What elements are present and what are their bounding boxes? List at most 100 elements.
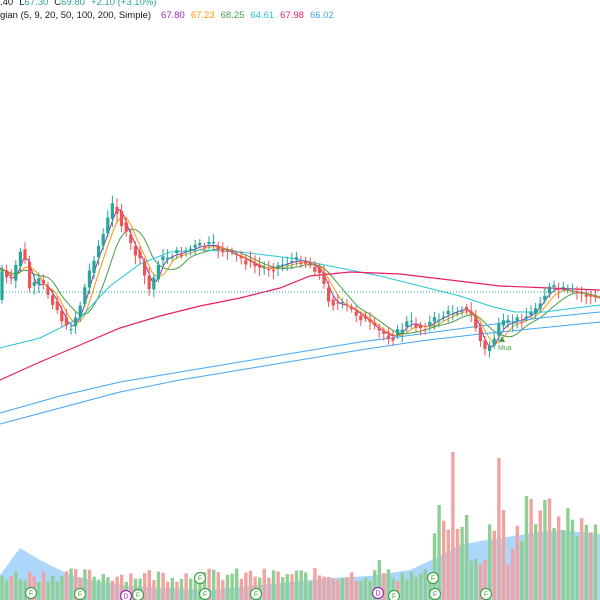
candle-body[interactable] bbox=[478, 327, 482, 341]
candle-body[interactable] bbox=[281, 264, 285, 267]
candle-body[interactable] bbox=[248, 259, 252, 261]
candle-body[interactable] bbox=[405, 321, 409, 327]
candle-body[interactable] bbox=[216, 246, 220, 251]
candle-body[interactable] bbox=[14, 265, 18, 281]
candle-body[interactable] bbox=[442, 316, 446, 319]
candle-body[interactable] bbox=[488, 345, 492, 352]
candle-body[interactable] bbox=[520, 321, 524, 323]
candle-body[interactable] bbox=[152, 277, 156, 290]
candle-body[interactable] bbox=[589, 295, 593, 297]
candle-body[interactable] bbox=[524, 316, 528, 319]
candle-body[interactable] bbox=[566, 288, 570, 289]
candle-body[interactable] bbox=[547, 286, 551, 294]
candle-body[interactable] bbox=[175, 250, 179, 254]
candle-body[interactable] bbox=[253, 263, 257, 267]
candle-body[interactable] bbox=[534, 308, 538, 314]
candle-body[interactable] bbox=[120, 211, 124, 226]
candle-body[interactable] bbox=[455, 312, 459, 314]
candle-body[interactable] bbox=[18, 251, 22, 267]
candle-body[interactable] bbox=[460, 311, 464, 313]
candle-body[interactable] bbox=[580, 292, 584, 294]
earnings-marker[interactable]: F bbox=[249, 587, 263, 600]
candle-body[interactable] bbox=[299, 262, 303, 265]
candle-body[interactable] bbox=[87, 270, 91, 288]
candle-body[interactable] bbox=[276, 265, 280, 268]
candle-body[interactable] bbox=[290, 261, 294, 263]
candle-body[interactable] bbox=[271, 270, 275, 272]
candle-body[interactable] bbox=[409, 320, 413, 322]
candle-body[interactable] bbox=[552, 285, 556, 287]
candle-body[interactable] bbox=[138, 251, 142, 259]
candle-body[interactable] bbox=[391, 338, 395, 341]
candle-body[interactable] bbox=[497, 323, 501, 336]
candle-body[interactable] bbox=[529, 312, 533, 316]
earnings-marker[interactable]: F bbox=[193, 571, 207, 585]
candle-body[interactable] bbox=[267, 269, 271, 271]
candle-body[interactable] bbox=[317, 267, 321, 273]
candle-body[interactable] bbox=[244, 260, 248, 265]
candle-body[interactable] bbox=[129, 234, 133, 243]
candle-body[interactable] bbox=[304, 260, 308, 264]
earnings-marker[interactable]: F bbox=[73, 587, 87, 600]
candle-body[interactable] bbox=[538, 303, 542, 309]
candle-body[interactable] bbox=[5, 270, 9, 278]
candle-body[interactable] bbox=[92, 260, 96, 274]
candle-body[interactable] bbox=[354, 311, 358, 316]
dividend-marker[interactable]: D bbox=[119, 589, 133, 600]
earnings-marker[interactable]: F bbox=[24, 586, 38, 600]
candle-body[interactable] bbox=[78, 305, 82, 318]
candle-body[interactable] bbox=[189, 248, 193, 251]
candle-body[interactable] bbox=[28, 262, 32, 289]
candle-body[interactable] bbox=[331, 299, 335, 306]
candle-body[interactable] bbox=[313, 267, 317, 272]
candle-body[interactable] bbox=[359, 315, 363, 321]
candle-body[interactable] bbox=[336, 302, 340, 304]
event-markers[interactable]: F F D F F F F D F F F F bbox=[24, 336, 506, 600]
candle-body[interactable] bbox=[382, 331, 386, 334]
candle-body[interactable] bbox=[41, 280, 45, 284]
earnings-marker[interactable]: F bbox=[426, 571, 440, 585]
candle-body[interactable] bbox=[593, 296, 597, 297]
candle-body[interactable] bbox=[64, 317, 68, 326]
candle-body[interactable] bbox=[474, 315, 478, 329]
earnings-marker[interactable]: F bbox=[479, 587, 493, 600]
candle-body[interactable] bbox=[55, 301, 59, 310]
candle-body[interactable] bbox=[32, 282, 36, 286]
candle-body[interactable] bbox=[198, 243, 202, 246]
candle-body[interactable] bbox=[561, 286, 565, 288]
candle-body[interactable] bbox=[419, 325, 423, 329]
candle-body[interactable] bbox=[386, 335, 390, 340]
candle-body[interactable] bbox=[0, 271, 4, 300]
candle-body[interactable] bbox=[179, 254, 183, 256]
candle-body[interactable] bbox=[221, 249, 225, 253]
candlesticks[interactable] bbox=[0, 195, 597, 358]
candle-body[interactable] bbox=[396, 329, 400, 336]
candle-body[interactable] bbox=[170, 257, 174, 259]
candle-body[interactable] bbox=[124, 222, 128, 232]
candle-body[interactable] bbox=[106, 217, 110, 234]
candle-body[interactable] bbox=[225, 249, 229, 252]
candle-body[interactable] bbox=[202, 246, 206, 248]
candle-body[interactable] bbox=[262, 267, 266, 269]
candle-body[interactable] bbox=[350, 306, 354, 310]
candle-body[interactable] bbox=[97, 245, 101, 258]
candle-body[interactable] bbox=[207, 242, 211, 244]
candle-body[interactable] bbox=[9, 277, 13, 279]
candle-body[interactable] bbox=[212, 241, 216, 244]
candle-body[interactable] bbox=[543, 295, 547, 301]
candle-body[interactable] bbox=[294, 257, 298, 260]
candle-body[interactable] bbox=[557, 288, 561, 290]
candle-body[interactable] bbox=[83, 287, 87, 304]
candle-body[interactable] bbox=[69, 329, 73, 331]
candle-body[interactable] bbox=[322, 272, 326, 284]
candle-body[interactable] bbox=[570, 288, 574, 290]
candle-body[interactable] bbox=[575, 291, 579, 293]
candle-body[interactable] bbox=[414, 324, 418, 328]
candle-body[interactable] bbox=[184, 250, 188, 253]
candle-body[interactable] bbox=[373, 323, 377, 326]
candle-body[interactable] bbox=[258, 266, 262, 268]
candle-body[interactable] bbox=[156, 264, 160, 280]
candle-body[interactable] bbox=[446, 310, 450, 315]
candle-body[interactable] bbox=[46, 286, 50, 295]
candle-body[interactable] bbox=[400, 329, 404, 334]
